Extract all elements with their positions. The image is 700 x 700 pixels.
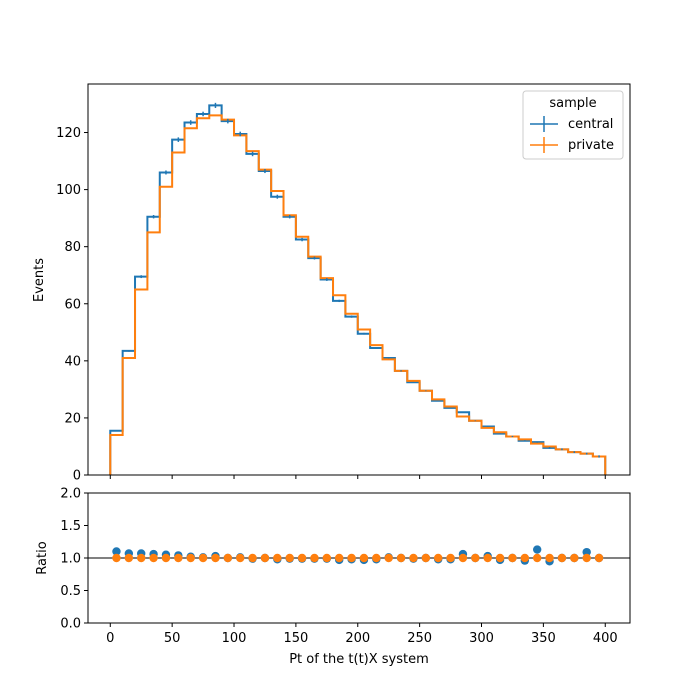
- x-tick-label: 150: [283, 631, 308, 646]
- ratio-point-private: [396, 553, 406, 563]
- histogram-step-private: [109, 114, 607, 475]
- ratio-points: [112, 545, 604, 566]
- legend-label-private: private: [568, 138, 614, 153]
- ratio-y-tick-label: 0.5: [60, 584, 81, 599]
- ratio-point-private: [508, 553, 517, 563]
- ratio-point-private: [359, 553, 369, 563]
- ratio-point-private: [446, 553, 455, 563]
- x-tick-label: 250: [407, 631, 432, 646]
- ratio-point-private: [297, 553, 307, 563]
- ratio-point-central: [532, 545, 542, 554]
- ratio-point-private: [495, 553, 505, 563]
- main-y-tick-label: 80: [64, 240, 81, 255]
- main-y-tick-label: 120: [56, 126, 81, 141]
- ratio-panel: 0.0 0.5 1.0 1.5 2.0 0 50 100 150 200 250 300 350 400…: [35, 487, 631, 646]
- ratio-point-private: [260, 553, 270, 563]
- ratio-point-private: [347, 553, 356, 563]
- ratio-point-private: [557, 553, 567, 563]
- legend-entry-central: central: [530, 116, 613, 132]
- ratio-point-private: [532, 553, 542, 563]
- ratio-y-axis: 0.0 0.5 1.0 1.5 2.0: [60, 487, 88, 632]
- legend-box: [522, 90, 624, 160]
- main-y-axis-label: Events: [32, 258, 47, 302]
- legend-entry-private: private: [530, 137, 614, 153]
- ratio-point-private: [174, 553, 183, 563]
- ratio-point-private: [112, 553, 121, 563]
- main-y-axis: 0 20 40 60 80 100 120: [56, 126, 88, 484]
- legend: sample central private: [522, 90, 624, 160]
- ratio-point-private: [421, 553, 431, 563]
- main-x-axis: [109, 475, 606, 479]
- main-axes-frame: [87, 83, 631, 476]
- ratio-point-private: [372, 553, 381, 563]
- x-tick-label: 100: [222, 631, 247, 646]
- main-y-tick-label: 60: [64, 297, 81, 312]
- ratio-point-private: [483, 553, 492, 563]
- x-tick-label: 350: [531, 631, 556, 646]
- ratio-point-private: [236, 553, 245, 563]
- ratio-point-private: [520, 553, 530, 563]
- ratio-point-private: [223, 553, 233, 563]
- ratio-point-private: [124, 553, 134, 563]
- ratio-point-private: [335, 553, 344, 563]
- ratio-point-private: [582, 553, 591, 563]
- ratio-point-private: [433, 553, 443, 563]
- ratio-point-private: [273, 553, 282, 563]
- ratio-point-private: [285, 553, 294, 563]
- ratio-y-tick-label: 1.0: [60, 552, 81, 567]
- ratio-y-tick-label: 0.0: [60, 617, 81, 632]
- ratio-point-private: [211, 553, 220, 563]
- ratio-point-private: [458, 553, 468, 563]
- ratio-point-private: [248, 553, 257, 563]
- ratio-point-private: [384, 553, 393, 563]
- ratio-point-private: [137, 553, 146, 563]
- ratio-y-axis-label: Ratio: [35, 541, 50, 574]
- ratio-point-private: [322, 553, 332, 563]
- ratio-x-axis: 0 50 100 150 200 250 300 350 400: [106, 623, 618, 646]
- x-tick-label: 400: [593, 631, 618, 646]
- ratio-point-private: [409, 553, 418, 563]
- ratio-point-private: [186, 553, 195, 563]
- ratio-point-private: [594, 553, 604, 563]
- main-y-tick-label: 20: [64, 411, 81, 426]
- ratio-point-private: [161, 553, 171, 563]
- main-y-tick-label: 0: [73, 469, 81, 484]
- ratio-point-central: [582, 547, 591, 557]
- x-tick-label: 0: [106, 631, 114, 646]
- ratio-point-private: [149, 553, 158, 563]
- x-tick-label: 200: [345, 631, 370, 646]
- x-tick-label: 50: [164, 631, 181, 646]
- x-axis-label: Pt of the t(t)X system: [289, 652, 429, 667]
- ratio-point-private: [198, 553, 208, 563]
- main-y-tick-label: 40: [64, 354, 81, 369]
- ratio-point-private: [310, 553, 319, 563]
- legend-label-central: central: [568, 117, 613, 132]
- main-y-tick-label: 100: [56, 183, 81, 198]
- ratio-point-private: [545, 553, 554, 563]
- x-tick-label: 300: [469, 631, 494, 646]
- main-histograms: [109, 102, 607, 475]
- main-panel: 0 20 40 60 80 100 120 Events: [32, 83, 631, 484]
- ratio-point-central: [112, 547, 121, 556]
- ratio-y-tick-label: 1.5: [60, 519, 81, 534]
- legend-title: sample: [549, 96, 596, 111]
- ratio-point-private: [570, 553, 579, 563]
- ratio-y-tick-label: 2.0: [60, 487, 81, 502]
- ratio-point-private: [471, 553, 480, 563]
